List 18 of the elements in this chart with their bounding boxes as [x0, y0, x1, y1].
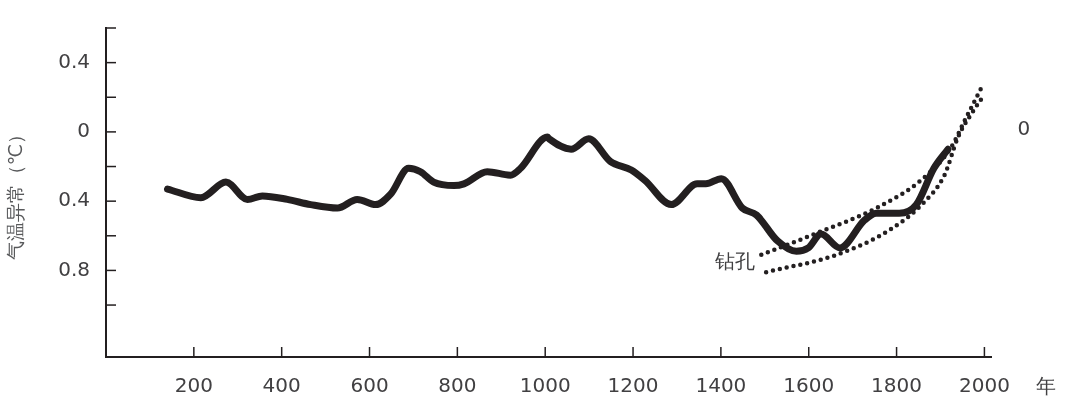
y-axis-title: 气温异常（℃） — [4, 124, 27, 261]
x-tick-label: 200 — [174, 373, 213, 398]
x-tick-label: 800 — [438, 373, 477, 398]
annotation: 钻孔 — [713, 249, 755, 274]
x-tick-label: 600 — [350, 373, 389, 398]
x-tick-label: 1600 — [783, 373, 835, 398]
y-tick-label: 0.4 — [58, 48, 90, 73]
y-tick-label: 0.4 — [58, 187, 90, 212]
y-tick-label: 0 — [77, 118, 90, 143]
text: 0 — [1017, 116, 1031, 141]
x-tick-label: 1800 — [871, 373, 923, 398]
y-tick-label: 0.8 — [58, 256, 90, 281]
x-tick-label: 1000 — [519, 373, 571, 398]
x-axis-title: 年 — [1036, 374, 1056, 399]
x-tick-label: 1200 — [607, 373, 659, 398]
x-tick-label: 1400 — [695, 373, 747, 398]
x-tick-label: 2000 — [958, 373, 1010, 398]
x-tick-label: 400 — [262, 373, 301, 398]
